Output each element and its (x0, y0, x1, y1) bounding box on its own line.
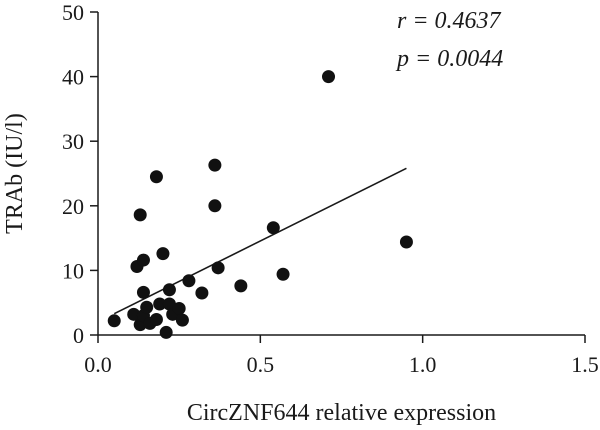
y-tick-label: 50 (62, 0, 84, 25)
axes: 0.0 0.5 1.0 1.5 0 10 20 30 40 50 (62, 0, 599, 377)
data-point (182, 274, 196, 288)
data-point (127, 307, 141, 321)
y-ticks: 0 10 20 30 40 50 (62, 0, 98, 348)
data-point (172, 302, 186, 316)
data-point (162, 283, 176, 297)
data-point (234, 279, 248, 293)
data-point (208, 199, 222, 213)
x-ticks: 0.0 0.5 1.0 1.5 (84, 335, 599, 377)
data-point (175, 313, 189, 327)
x-axis-title: CircZNF644 relative expression (187, 400, 496, 426)
y-axis-title: TRAb (IU/l) (2, 113, 28, 234)
y-tick-label: 10 (62, 258, 84, 283)
fit-line-group (113, 167, 407, 315)
data-point (156, 247, 170, 261)
data-point (162, 297, 176, 311)
data-point (159, 325, 173, 339)
x-tick-label: 1.0 (409, 352, 437, 377)
data-point (149, 312, 163, 326)
data-point (276, 267, 290, 281)
data-point (133, 208, 147, 222)
data-point (399, 235, 413, 249)
data-point (149, 170, 163, 184)
x-tick-label: 0.0 (84, 352, 112, 377)
y-tick-label: 20 (62, 194, 84, 219)
data-point (266, 221, 280, 235)
y-tick-label: 30 (62, 129, 84, 154)
y-tick-label: 0 (73, 323, 84, 348)
regression-line (113, 167, 407, 315)
data-point (208, 158, 222, 172)
data-point (211, 261, 225, 275)
data-point (136, 285, 150, 299)
data-point (140, 300, 154, 314)
y-tick-label: 40 (62, 65, 84, 90)
data-point (136, 253, 150, 267)
x-tick-label: 1.5 (571, 352, 599, 377)
data-points (107, 70, 413, 339)
x-tick-label: 0.5 (247, 352, 275, 377)
data-point (153, 297, 167, 311)
data-point (322, 70, 336, 84)
correlation-p-label: p = 0.0044 (395, 46, 503, 72)
correlation-r-label: r = 0.4637 (397, 8, 502, 34)
data-point (195, 286, 209, 300)
data-point (107, 314, 121, 328)
